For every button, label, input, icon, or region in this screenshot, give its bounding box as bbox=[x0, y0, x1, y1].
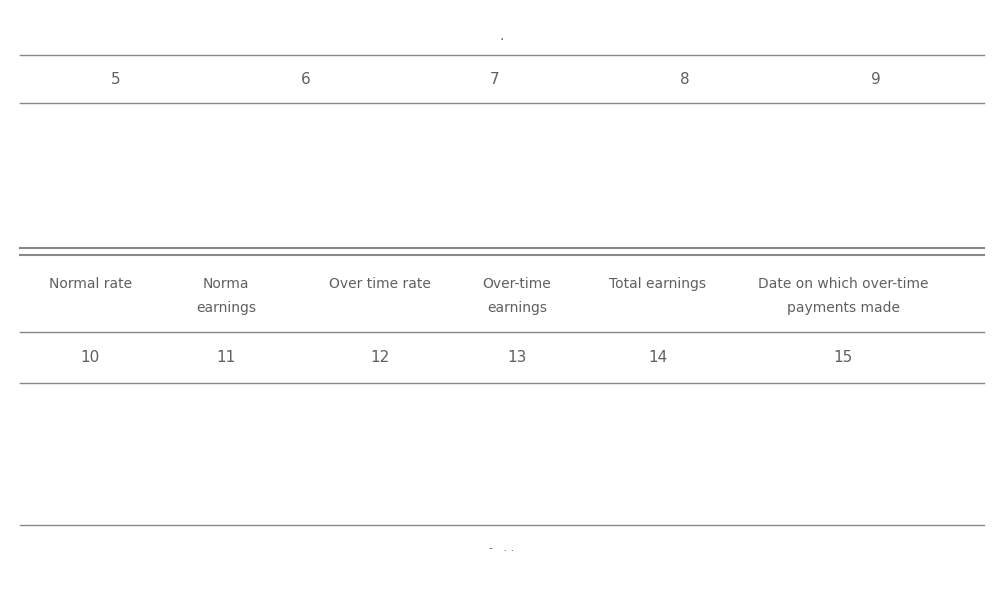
Text: 13: 13 bbox=[507, 350, 527, 365]
Text: Normal rate: Normal rate bbox=[49, 277, 131, 291]
Text: 9: 9 bbox=[870, 73, 880, 87]
Text: 5: 5 bbox=[110, 73, 120, 87]
Text: -   . .: - . . bbox=[488, 543, 515, 553]
Text: 12: 12 bbox=[369, 350, 389, 365]
Text: earnings: earnings bbox=[196, 301, 256, 315]
Text: 15: 15 bbox=[832, 350, 853, 365]
Text: 14: 14 bbox=[647, 350, 667, 365]
Text: Over time rate: Over time rate bbox=[328, 277, 430, 291]
Text: Over-time: Over-time bbox=[482, 277, 551, 291]
Text: .: . bbox=[499, 29, 504, 43]
Text: 7: 7 bbox=[489, 73, 499, 87]
Text: 10: 10 bbox=[80, 350, 100, 365]
Text: 8: 8 bbox=[679, 73, 689, 87]
Text: Date on which over-time: Date on which over-time bbox=[757, 277, 928, 291]
Text: payments made: payments made bbox=[786, 301, 899, 315]
Text: Norma: Norma bbox=[203, 277, 249, 291]
Text: Total earnings: Total earnings bbox=[609, 277, 705, 291]
Text: 11: 11 bbox=[216, 350, 236, 365]
Text: earnings: earnings bbox=[486, 301, 547, 315]
Text: 6: 6 bbox=[301, 73, 311, 87]
